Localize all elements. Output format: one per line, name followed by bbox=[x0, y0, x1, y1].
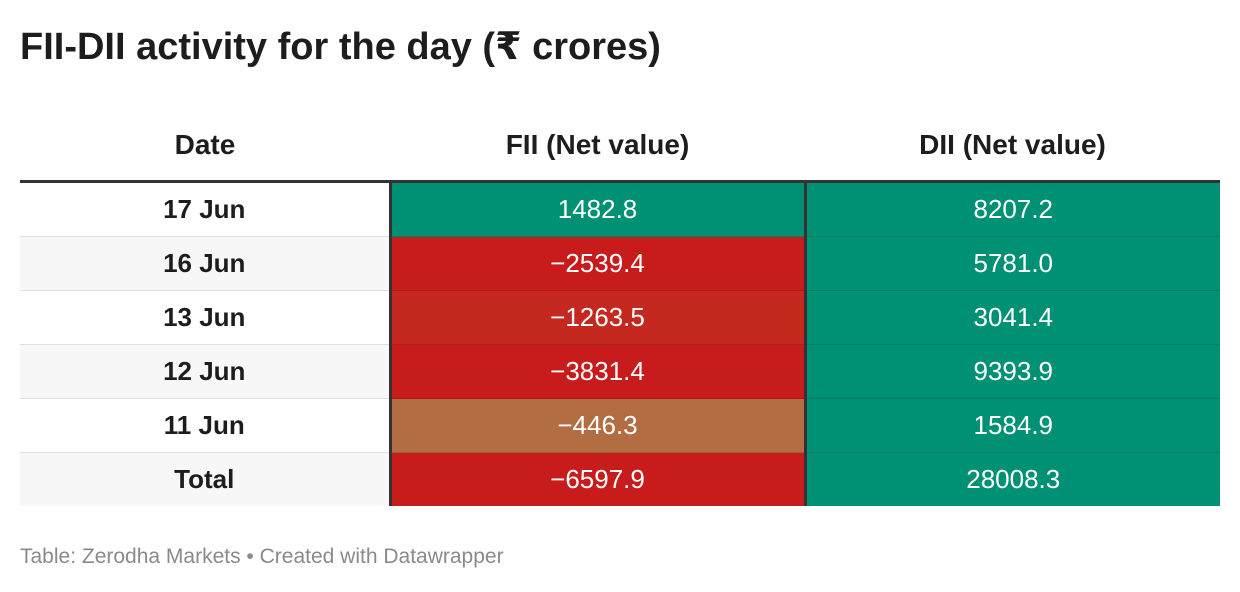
source-footer: Table: Zerodha Markets • Created with Da… bbox=[20, 545, 504, 568]
data-table: Date FII (Net value) DII (Net value) 17 … bbox=[20, 110, 1220, 506]
fii-total-cell: −6597.9 bbox=[388, 452, 805, 506]
column-header-date: Date bbox=[20, 110, 390, 183]
column-header-fii: FII (Net value) bbox=[390, 110, 805, 183]
header-row: Date FII (Net value) DII (Net value) bbox=[20, 110, 1220, 183]
date-cell: 17 Jun bbox=[20, 181, 390, 237]
fii-value-cell: −3831.4 bbox=[388, 344, 805, 399]
table-row: 12 Jun −3831.4 9393.9 bbox=[20, 344, 1220, 399]
dii-value-cell: 9393.9 bbox=[803, 344, 1220, 399]
dii-value-cell: 5781.0 bbox=[803, 236, 1220, 291]
chart-title: FII-DII activity for the day (₹ crores) bbox=[20, 26, 661, 68]
fii-dii-table: Date FII (Net value) DII (Net value) 17 … bbox=[20, 110, 1220, 506]
dii-value-cell: 8207.2 bbox=[803, 181, 1220, 237]
table-row: 17 Jun 1482.8 8207.2 bbox=[20, 181, 1220, 237]
fii-value-cell: −1263.5 bbox=[388, 290, 805, 345]
fii-value-cell: −2539.4 bbox=[388, 236, 805, 291]
table-row: 13 Jun −1263.5 3041.4 bbox=[20, 290, 1220, 345]
dii-value-cell: 3041.4 bbox=[803, 290, 1220, 345]
dii-value-cell: 1584.9 bbox=[803, 398, 1220, 453]
fii-value-cell: −446.3 bbox=[388, 398, 805, 453]
table-row: 11 Jun −446.3 1584.9 bbox=[20, 398, 1220, 453]
total-label-cell: Total bbox=[20, 452, 390, 506]
fii-value-cell: 1482.8 bbox=[388, 181, 805, 237]
column-header-dii: DII (Net value) bbox=[805, 110, 1220, 183]
total-row: Total −6597.9 28008.3 bbox=[20, 452, 1220, 506]
table-row: 16 Jun −2539.4 5781.0 bbox=[20, 236, 1220, 291]
dii-total-cell: 28008.3 bbox=[803, 452, 1220, 506]
date-cell: 13 Jun bbox=[20, 290, 390, 345]
date-cell: 16 Jun bbox=[20, 236, 390, 291]
date-cell: 11 Jun bbox=[20, 398, 390, 453]
date-cell: 12 Jun bbox=[20, 344, 390, 399]
